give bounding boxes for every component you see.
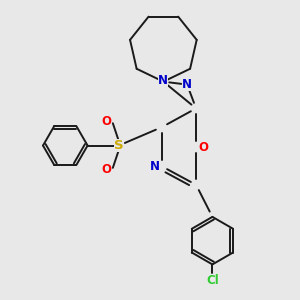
Text: S: S xyxy=(114,139,124,152)
Text: O: O xyxy=(101,163,111,176)
Text: N: N xyxy=(158,74,168,87)
Text: N: N xyxy=(182,78,192,91)
Text: N: N xyxy=(149,160,160,173)
Text: O: O xyxy=(101,115,111,128)
Text: O: O xyxy=(199,140,208,154)
Text: Cl: Cl xyxy=(206,274,219,287)
